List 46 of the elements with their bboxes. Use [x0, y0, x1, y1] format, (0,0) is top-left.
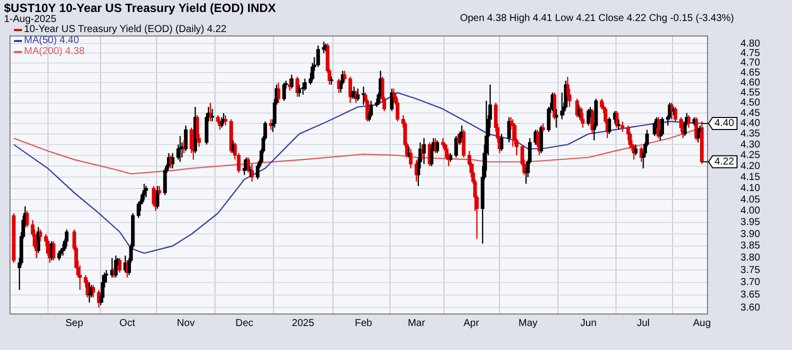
y-tick-label: 4.55 — [740, 87, 760, 98]
legend-label: MA(50) 4.40 — [24, 35, 80, 46]
x-tick-label: Aug — [692, 318, 711, 329]
chart-title: $UST10Y 10-Year US Treasury Yield (EOD) INDX — [4, 1, 276, 15]
y-tick-label: 4.70 — [740, 58, 760, 69]
x-tick-label: Apr — [463, 318, 480, 329]
legend-label: MA(200) 4.38 — [24, 46, 85, 57]
x-tick-label: May — [518, 318, 538, 329]
y-tick-label: 4.60 — [740, 77, 760, 88]
y-tick-label: 4.80 — [740, 38, 760, 50]
x-tick-label: 2025 — [292, 318, 315, 329]
y-tick-label: 4.00 — [740, 206, 760, 217]
candlestick — [620, 120, 624, 132]
y-tick-label: 4.30 — [740, 139, 760, 150]
y-tick-label: 4.20 — [740, 160, 760, 172]
x-tick-label: Feb — [354, 318, 373, 329]
y-tick-label: 3.70 — [740, 277, 760, 288]
y-tick-label: 3.95 — [740, 217, 760, 228]
y-tick-label: 4.15 — [740, 172, 760, 183]
y-tick-label: 4.65 — [740, 68, 760, 78]
y-tick-label: 4.45 — [740, 108, 760, 119]
x-tick-label: Mar — [408, 318, 426, 329]
y-tick-label: 3.85 — [740, 240, 760, 252]
y-tick-label: 4.10 — [740, 183, 760, 194]
x-tick-label: Oct — [119, 318, 136, 329]
y-tick-label: 3.80 — [740, 252, 760, 264]
x-tick-label: Jul — [636, 318, 650, 329]
annotation: 4.22 — [714, 156, 734, 168]
x-tick-label: Sep — [65, 318, 84, 329]
chart-subtitle: 1-Aug-2025 — [4, 14, 56, 25]
annotation: 4.40 — [714, 118, 734, 130]
y-tick-label: 4.25 — [740, 150, 760, 162]
y-tick-label: 4.50 — [740, 98, 760, 109]
y-tick-label: 3.65 — [740, 290, 760, 301]
y-tick-label: 3.60 — [740, 302, 760, 314]
text: Open 4.38 High 4.41 Low 4.21 Close 4.22 Chg -0.15 (-3.43%) — [460, 13, 734, 24]
y-tick-label: 4.40 — [740, 118, 760, 130]
y-tick-label: 4.05 — [740, 194, 760, 206]
legend-label: 10-Year US Treasury Yield (EOD) (Daily) 4.22 — [24, 24, 226, 35]
x-tick-label: Dec — [236, 318, 254, 329]
y-tick-label: 3.90 — [740, 228, 760, 240]
y-tick-label: 3.75 — [740, 264, 760, 276]
y-tick-label: 4.75 — [740, 48, 760, 59]
x-tick-label: Jun — [580, 318, 597, 329]
x-tick-label: Nov — [176, 318, 195, 329]
y-tick-label: 4.35 — [740, 128, 760, 140]
